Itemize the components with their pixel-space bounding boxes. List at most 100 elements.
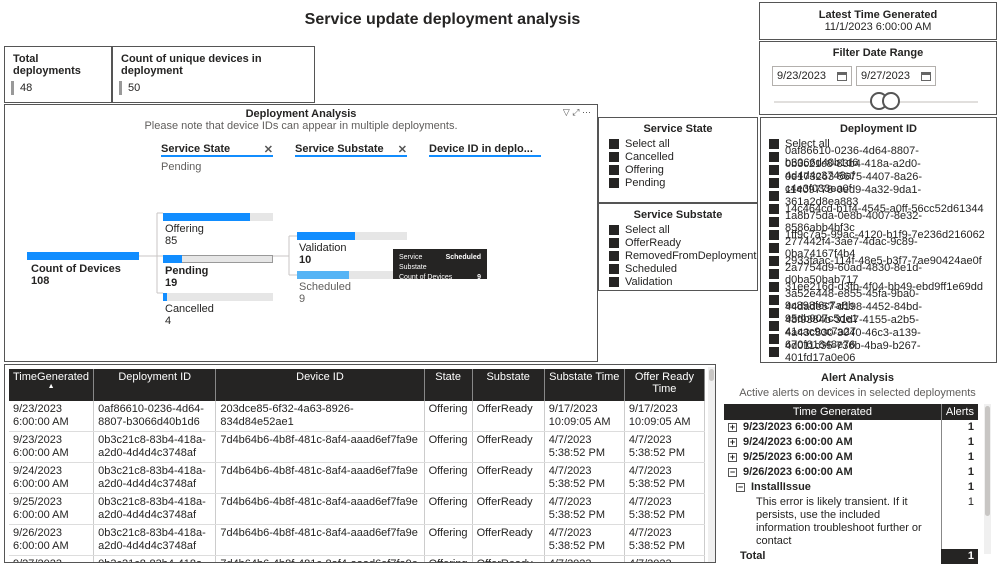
level-header-device-id[interactable]: Device ID in deplo... bbox=[429, 143, 541, 157]
checkbox-icon[interactable] bbox=[769, 268, 779, 279]
checkbox-icon[interactable] bbox=[769, 255, 779, 266]
checkbox-icon[interactable] bbox=[769, 138, 779, 149]
deployment-id-option[interactable]: 0af86610-0236-4d64-8807-b3066d40b1d6 bbox=[769, 145, 988, 169]
checkbox-icon[interactable] bbox=[769, 320, 779, 331]
alert-row[interactable]: +9/25/2023 6:00:00 AM 1 bbox=[724, 450, 978, 465]
checkbox-icon[interactable] bbox=[769, 203, 779, 214]
more-options-icon[interactable]: ⋯ bbox=[582, 107, 591, 117]
deployment-id-option[interactable]: 48f9384b-31d7-4155-a2b5-41cac9cc7a27 bbox=[769, 314, 988, 338]
service-substate-option[interactable]: Scheduled bbox=[609, 262, 747, 275]
table-row[interactable]: 9/25/2023 6:00:00 AM 0b3c21c8-83b4-418a-a… bbox=[9, 493, 706, 525]
column-header-substate-time[interactable]: Substate Time bbox=[544, 369, 625, 401]
state-bar[interactable] bbox=[163, 255, 182, 263]
state-label[interactable]: Cancelled bbox=[165, 303, 214, 315]
state-bar[interactable] bbox=[163, 213, 250, 221]
deployment-id-option[interactable]: 0e173263-5675-4407-8a26-c4e3f033ea0f bbox=[769, 171, 988, 195]
checkbox-icon[interactable] bbox=[769, 281, 779, 292]
scrollbar-thumb[interactable] bbox=[985, 406, 990, 516]
service-substate-option[interactable]: OfferReady bbox=[609, 236, 747, 249]
collapse-icon[interactable]: − bbox=[736, 482, 745, 492]
level-header-service-substate[interactable]: Service Substate ✕ bbox=[295, 143, 407, 157]
checkbox-icon[interactable] bbox=[609, 237, 619, 248]
checkbox-icon[interactable] bbox=[769, 229, 779, 240]
checkbox-icon[interactable] bbox=[609, 250, 619, 261]
checkbox-icon[interactable] bbox=[769, 307, 779, 318]
deployment-id-option[interactable]: 0b3c21c8-83b4-418a-a2d0-4d4d4c3748af bbox=[769, 158, 988, 182]
deployment-id-option[interactable]: 2933faac-114f-48e5-b3f7-7ae90424ae0f bbox=[769, 254, 988, 267]
column-header-substate[interactable]: Substate bbox=[472, 369, 545, 401]
state-label[interactable]: Pending bbox=[165, 265, 209, 277]
deployment-analysis-visual[interactable]: Deployment Analysis Please note that dev… bbox=[4, 104, 598, 362]
checkbox-icon[interactable] bbox=[609, 276, 619, 287]
column-header-state[interactable]: State bbox=[424, 369, 473, 401]
checkbox-icon[interactable] bbox=[769, 333, 779, 344]
substate-bar[interactable] bbox=[297, 232, 355, 240]
substate-label[interactable]: Scheduled bbox=[299, 281, 351, 293]
column-header-timegenerated[interactable]: TimeGenerated ▲ bbox=[9, 369, 95, 401]
focus-mode-icon[interactable]: ⤢ bbox=[572, 107, 580, 117]
table-row[interactable]: 9/24/2023 6:00:00 AM 0b3c21c8-83b4-418a-a… bbox=[9, 462, 706, 494]
deployment-id-slicer[interactable]: Deployment ID Select all 0af86610-0236-4d… bbox=[760, 117, 997, 363]
level-header-service-state[interactable]: Service State ✕ bbox=[161, 143, 273, 157]
column-header-time-generated[interactable]: Time Generated bbox=[724, 404, 942, 420]
checkbox-icon[interactable] bbox=[609, 151, 619, 162]
deployment-id-option[interactable]: 44dade57-d198-4452-84bd-95db907c5de1 bbox=[769, 301, 988, 325]
checkbox-icon[interactable] bbox=[769, 346, 779, 357]
date-slider-handle-end[interactable] bbox=[882, 92, 900, 110]
alert-row[interactable]: +9/24/2023 6:00:00 AM 1 bbox=[724, 435, 978, 450]
sort-ascending-icon[interactable]: ▲ bbox=[47, 383, 55, 390]
deployment-id-option[interactable]: 14c464cd-b1f4-4545-a0ff-56cc52d61344 bbox=[769, 202, 988, 215]
deployment-id-option[interactable]: 11409778-0ed9-4a32-9da1-361a2d8ea883 bbox=[769, 184, 988, 208]
checkbox-icon[interactable] bbox=[769, 294, 779, 305]
column-header-deployment-id[interactable]: Deployment ID bbox=[93, 369, 217, 401]
table-row[interactable]: 9/23/2023 6:00:00 AM 0b3c21c8-83b4-418a-a… bbox=[9, 431, 706, 463]
deployment-id-option[interactable]: Select all bbox=[769, 137, 988, 150]
calendar-icon[interactable] bbox=[921, 71, 931, 81]
alert-row[interactable]: −9/26/2023 6:00:00 AM 1 bbox=[724, 465, 978, 480]
expand-icon[interactable]: + bbox=[728, 452, 737, 462]
scrollbar-thumb[interactable] bbox=[709, 369, 714, 381]
deployment-id-option[interactable]: 1ff9c7a5-99ac-4120-b1f9-7e236d216062 bbox=[769, 228, 988, 241]
filter-icon[interactable]: ▽ bbox=[562, 107, 570, 117]
expand-icon[interactable]: − bbox=[728, 467, 737, 477]
checkbox-icon[interactable] bbox=[609, 138, 619, 149]
root-bar[interactable] bbox=[27, 252, 139, 260]
checkbox-icon[interactable] bbox=[769, 216, 779, 227]
table-scrollbar[interactable] bbox=[708, 367, 715, 562]
close-icon[interactable]: ✕ bbox=[397, 144, 407, 156]
deployment-id-option[interactable]: 31ee216d-d3fb-4f04-bb49-ebd9ff1e69dd bbox=[769, 280, 988, 293]
deployment-id-option[interactable]: 1a8b75da-0e8b-4007-8e32-8586abb4bf3c bbox=[769, 210, 988, 234]
deployment-id-option[interactable]: 3a52e448-e855-45fa-9ba0-9c898f6c7a8b bbox=[769, 288, 988, 312]
calendar-icon[interactable] bbox=[837, 71, 847, 81]
service-substate-option[interactable]: RemovedFromDeployment bbox=[609, 249, 756, 262]
checkbox-icon[interactable] bbox=[769, 151, 779, 162]
start-date-input[interactable]: 9/23/2023 bbox=[772, 66, 852, 86]
service-state-slicer[interactable]: Service State Select all Cancelled Offerin… bbox=[598, 117, 758, 203]
deployment-id-option[interactable]: 2a7754d9-60ad-4830-8e1d-d0ba50bab717 bbox=[769, 262, 988, 286]
close-icon[interactable]: ✕ bbox=[263, 144, 273, 156]
substate-bar[interactable] bbox=[297, 271, 349, 279]
checkbox-icon[interactable] bbox=[769, 177, 779, 188]
column-header-offer-ready-time[interactable]: Offer Ready Time bbox=[624, 369, 706, 401]
checkbox-icon[interactable] bbox=[769, 190, 779, 201]
state-label[interactable]: Offering bbox=[165, 223, 204, 235]
filter-date-range-slicer[interactable]: Filter Date Range 9/23/2023 9/27/2023 bbox=[759, 41, 997, 115]
end-date-input[interactable]: 9/27/2023 bbox=[856, 66, 936, 86]
total-deployments-card[interactable]: Total deployments 48 bbox=[4, 46, 112, 103]
alert-detail-row[interactable]: This error is likely transient. If it pe… bbox=[724, 495, 978, 549]
visual-header-icons[interactable]: ▽ ⤢ ⋯ bbox=[563, 107, 591, 118]
service-state-option[interactable]: Select all bbox=[609, 137, 747, 150]
service-state-option[interactable]: Pending bbox=[609, 176, 747, 189]
service-state-option[interactable]: Cancelled bbox=[609, 150, 747, 163]
alert-scrollbar[interactable] bbox=[984, 404, 991, 554]
alert-subrow[interactable]: − InstallIssue 1 bbox=[724, 480, 978, 495]
table-row[interactable]: 9/23/2023 6:00:00 AM 0af86610-0236-4d64-8… bbox=[9, 401, 706, 432]
deployment-id-option[interactable]: 4d011c35-736b-4ba9-b267-401fd17a0e06 bbox=[769, 340, 988, 362]
checkbox-icon[interactable] bbox=[609, 263, 619, 274]
service-substate-slicer[interactable]: Service Substate Select all OfferReady Rem… bbox=[598, 203, 758, 291]
latest-time-card[interactable]: Latest Time Generated 11/1/2023 6:00:00 … bbox=[759, 2, 997, 40]
column-header-alerts[interactable]: Alerts bbox=[941, 404, 978, 420]
checkbox-icon[interactable] bbox=[609, 224, 619, 235]
table-row[interactable]: 9/26/2023 6:00:00 AM 0b3c21c8-83b4-418a-a… bbox=[9, 524, 706, 556]
service-substate-option[interactable]: Validation bbox=[609, 275, 747, 288]
